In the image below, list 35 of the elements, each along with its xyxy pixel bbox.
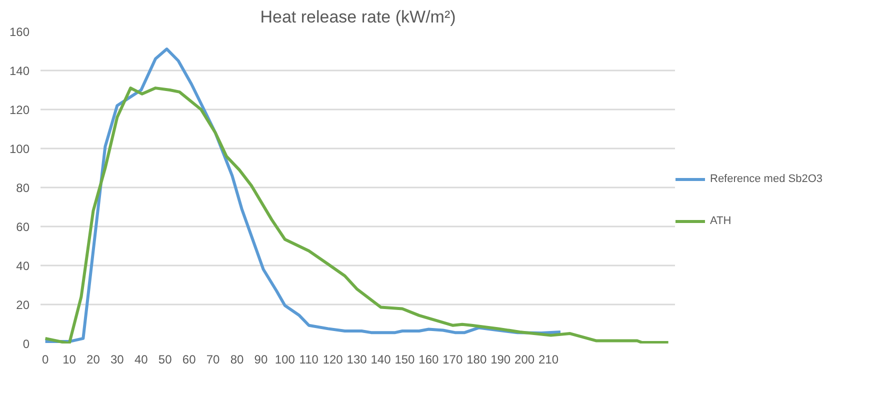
- y-tick-label: 80: [16, 181, 30, 195]
- x-tick-label: 100: [274, 352, 296, 366]
- x-tick-label: 170: [442, 352, 463, 366]
- x-tick-label: 80: [230, 352, 244, 366]
- y-tick-label: 140: [9, 64, 30, 78]
- x-tick-label: 30: [110, 352, 124, 366]
- chart-title: Heat release rate (kW/m²): [260, 8, 456, 26]
- x-tick-label: 130: [346, 352, 368, 366]
- x-tick-label: 160: [418, 352, 440, 366]
- x-tick-label: 40: [134, 352, 148, 366]
- x-tick-label: 0: [42, 352, 49, 366]
- x-tick-label: 120: [322, 352, 344, 366]
- x-tick-label: 60: [182, 352, 196, 366]
- y-tick-label: 40: [16, 259, 30, 273]
- x-tick-label: 20: [86, 352, 100, 366]
- x-tick-label: 210: [538, 352, 559, 366]
- legend-label: Reference med Sb2O3: [710, 173, 823, 185]
- x-tick-label: 200: [514, 352, 535, 366]
- y-tick-label: 0: [22, 337, 30, 351]
- x-tick-label: 110: [299, 352, 319, 366]
- x-tick-label: 50: [158, 352, 172, 366]
- y-tick-label: 20: [16, 298, 30, 312]
- y-tick-label: 160: [9, 25, 30, 39]
- x-tick-label: 140: [370, 352, 392, 366]
- y-tick-label: 120: [9, 103, 30, 117]
- x-tick-label: 190: [490, 352, 511, 366]
- x-tick-label: 10: [62, 352, 76, 366]
- legend-label: ATH: [710, 215, 732, 227]
- line-series: [44, 86, 670, 344]
- x-tick-label: 90: [254, 352, 268, 366]
- x-tick-label: 180: [466, 352, 487, 366]
- y-tick-label: 100: [9, 142, 30, 156]
- x-tick-label: 70: [206, 352, 220, 366]
- y-tick-label: 60: [16, 220, 30, 234]
- x-tick-label: 150: [394, 352, 416, 366]
